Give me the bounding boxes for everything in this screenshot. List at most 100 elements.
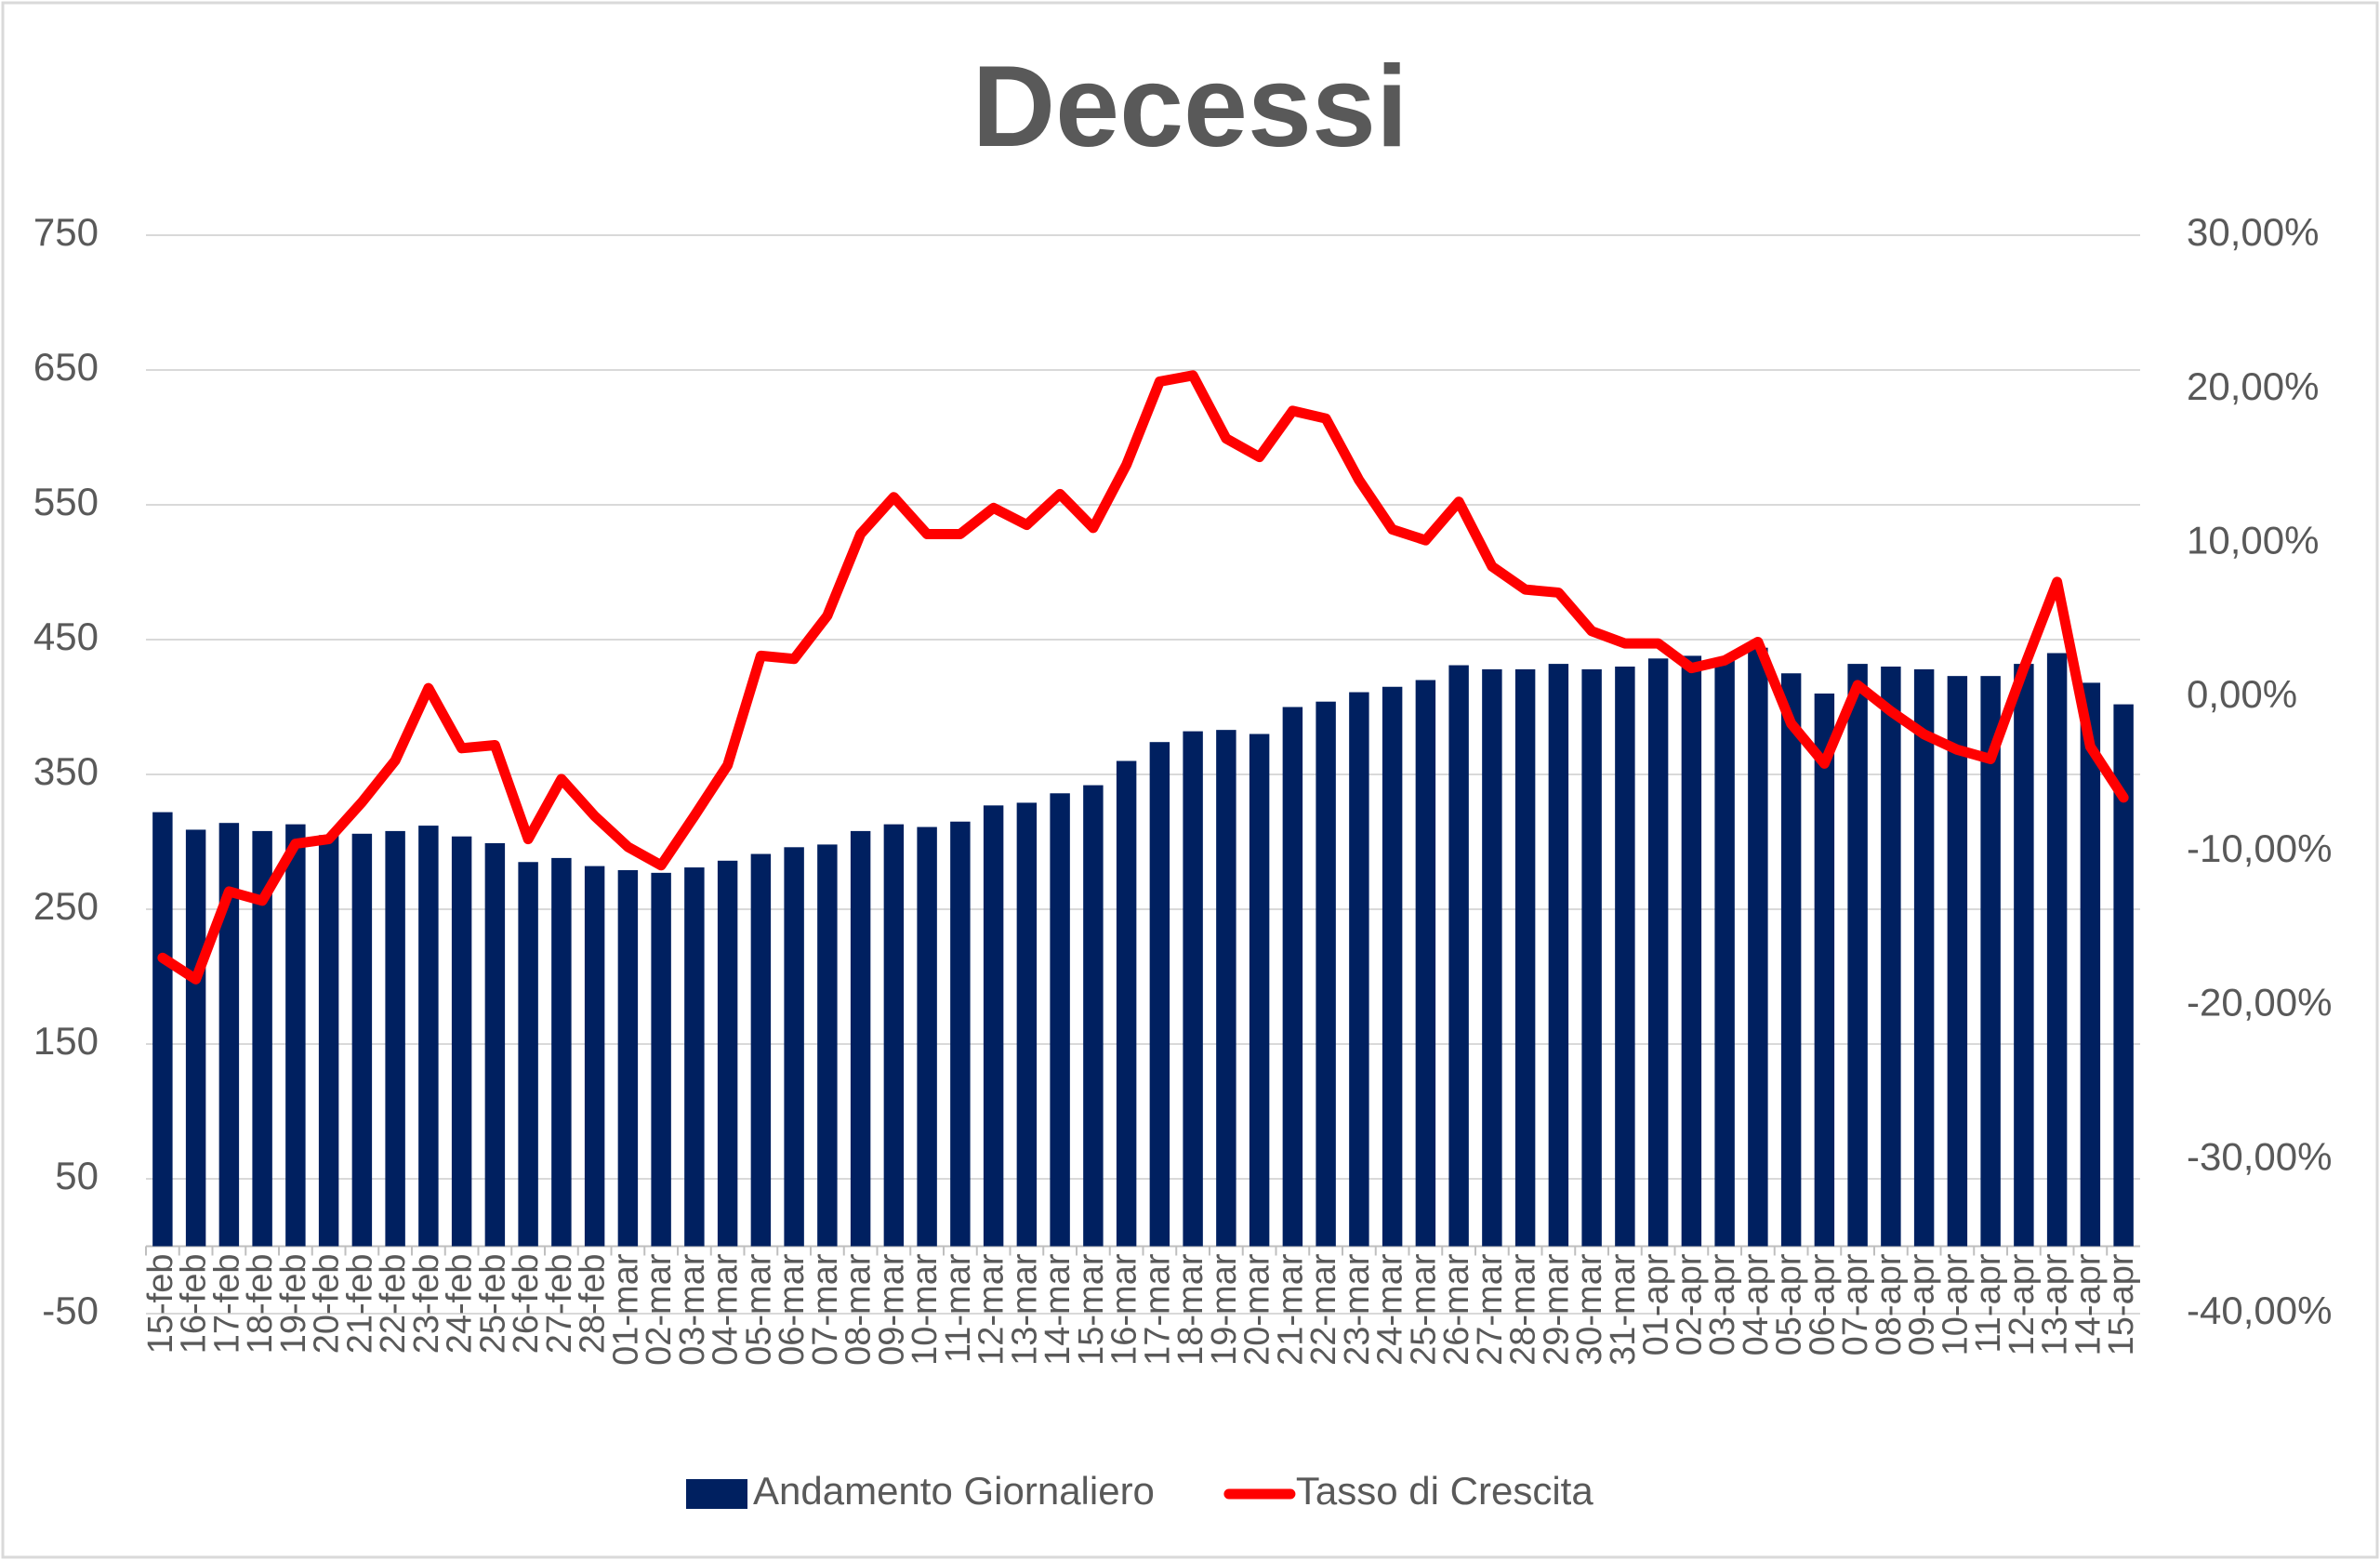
bar: [218, 823, 240, 1247]
bar: [1814, 694, 1835, 1247]
x-tick-label: 17-feb: [207, 1254, 246, 1355]
x-tick-label: 11-mar: [939, 1253, 978, 1363]
bar: [518, 862, 538, 1247]
bar: [1714, 658, 1735, 1247]
bar: [1980, 676, 2001, 1247]
x-tick-label: 21-mar: [1271, 1253, 1310, 1366]
bar: [1249, 734, 1270, 1247]
x-tick-label: 18-mar: [1171, 1253, 1210, 1366]
bar: [817, 844, 838, 1247]
y-tick-label: 350: [33, 749, 99, 793]
x-tick-label: 20-feb: [308, 1254, 347, 1355]
bar: [1847, 664, 1868, 1247]
bar: [351, 833, 373, 1247]
bar: [850, 830, 871, 1247]
x-tick-label: 22-feb: [374, 1254, 413, 1355]
y2-tick-label: -10,00%: [2187, 826, 2332, 870]
bar: [1913, 668, 1935, 1247]
x-tick-label: 01-apr: [1637, 1253, 1676, 1355]
x-tick-label: 08-mar: [840, 1253, 879, 1366]
bar: [617, 869, 639, 1247]
bar: [950, 821, 971, 1247]
x-tick-label: 23-feb: [407, 1254, 446, 1355]
bar: [2080, 682, 2101, 1247]
x-tick-label: 30-mar: [1570, 1253, 1609, 1366]
x-tick-label: 08-apr: [1870, 1253, 1909, 1355]
x-tick-label: 13-apr: [2036, 1253, 2075, 1355]
legend-label: Andamento Giornaliero: [753, 1469, 1155, 1513]
bar: [285, 824, 306, 1247]
x-tick-label: 25-feb: [473, 1254, 512, 1355]
y2-tick-label: -20,00%: [2187, 981, 2332, 1025]
bar: [1183, 731, 1203, 1247]
x-tick-label: 11-apr: [1969, 1253, 2008, 1353]
x-tick-label: 01-mar: [606, 1253, 645, 1366]
x-tick-label: 09-apr: [1903, 1253, 1942, 1355]
legend-swatch: [686, 1479, 747, 1509]
x-tick-label: 10-apr: [1936, 1253, 1975, 1355]
bar: [1780, 673, 1802, 1247]
y-tick-label: 550: [33, 480, 99, 523]
x-tick-label: 15-mar: [1072, 1253, 1111, 1366]
bar: [1415, 680, 1436, 1247]
x-tick-label: 02-apr: [1670, 1253, 1709, 1355]
y-tick-label: 150: [33, 1019, 99, 1063]
y2-tick-label: 30,00%: [2187, 210, 2319, 254]
bar: [1349, 692, 1369, 1247]
x-tick-label: 14-mar: [1038, 1253, 1078, 1366]
x-tick-label: 27-feb: [540, 1254, 579, 1355]
y-tick-label: 50: [55, 1154, 99, 1197]
x-tick-label: 12-mar: [972, 1253, 1012, 1366]
bar: [1050, 793, 1070, 1247]
chart-title: Decessi: [972, 43, 1408, 171]
x-tick-label: 18-feb: [241, 1254, 280, 1355]
x-tick-label: 02-mar: [640, 1253, 679, 1366]
x-tick-label: 05-apr: [1770, 1253, 1809, 1355]
y2-tick-label: 20,00%: [2187, 364, 2319, 408]
x-tick-label: 29-mar: [1537, 1253, 1576, 1366]
bar: [318, 835, 339, 1247]
bar: [484, 842, 506, 1247]
x-tick-label: 04-apr: [1737, 1253, 1776, 1355]
x-tick-label: 26-feb: [507, 1254, 546, 1355]
bar: [717, 860, 738, 1247]
x-tick-label: 31-mar: [1604, 1253, 1643, 1366]
y-tick-label: 250: [33, 884, 99, 928]
x-tick-label: 28-mar: [1504, 1253, 1543, 1366]
x-tick-label: 03-mar: [673, 1253, 712, 1366]
bar: [1149, 742, 1170, 1247]
x-tick-label: 05-mar: [739, 1253, 778, 1366]
bar: [152, 812, 173, 1247]
x-tick-label: 15-apr: [2102, 1253, 2141, 1355]
x-tick-label: 23-mar: [1338, 1253, 1377, 1366]
bar: [1316, 701, 1336, 1247]
bar: [1681, 655, 1702, 1247]
bar: [883, 824, 905, 1247]
x-tick-label: 06-apr: [1803, 1253, 1842, 1355]
x-tick-label: 16-feb: [175, 1254, 214, 1355]
x-tick-label: 04-mar: [707, 1253, 746, 1366]
bar: [1514, 668, 1536, 1247]
bar: [1083, 785, 1104, 1247]
x-tick-label: 28-feb: [574, 1254, 613, 1355]
y2-tick-label: -30,00%: [2187, 1134, 2332, 1178]
x-tick-label: 26-mar: [1437, 1253, 1476, 1366]
bar: [252, 830, 272, 1247]
bar: [917, 826, 937, 1247]
y2-tick-label: -40,00%: [2187, 1289, 2332, 1332]
y-tick-label: 450: [33, 615, 99, 658]
bar: [1881, 667, 1901, 1247]
x-tick-label: 19-mar: [1205, 1253, 1244, 1366]
x-tick-label: 14-apr: [2069, 1253, 2108, 1355]
bar: [1581, 668, 1602, 1247]
bar: [185, 829, 206, 1247]
bar: [1615, 667, 1635, 1247]
y-tick-label: 750: [33, 210, 99, 254]
x-tick-label: 24-mar: [1371, 1253, 1410, 1366]
bar: [1382, 686, 1403, 1247]
x-tick-label: 10-mar: [906, 1253, 945, 1366]
bar: [1216, 730, 1236, 1247]
y-tick-label: -50: [42, 1289, 99, 1332]
x-tick-label: 06-mar: [773, 1253, 812, 1366]
y-tick-label: 650: [33, 345, 99, 389]
